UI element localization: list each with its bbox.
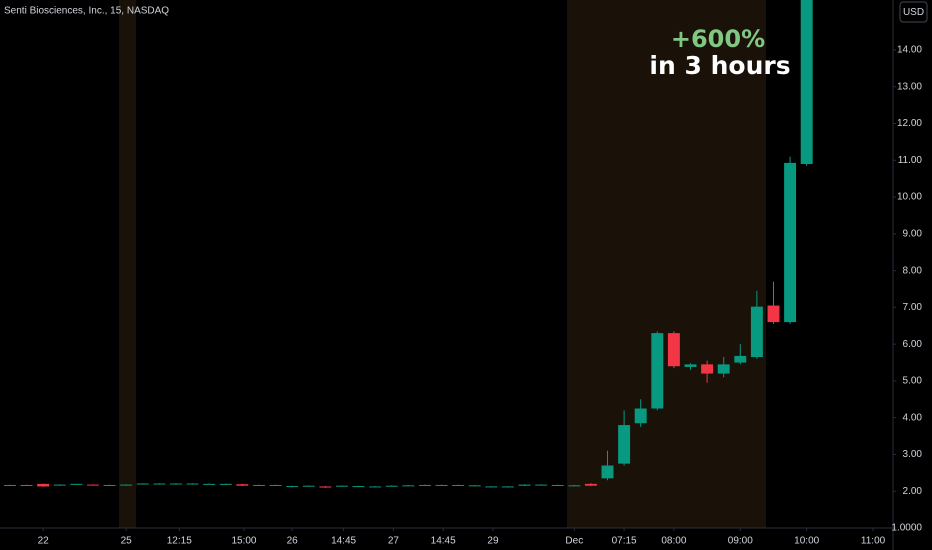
y-tick-label: 14.00: [897, 45, 922, 56]
candle-body: [584, 483, 597, 486]
x-tick-label: 26: [287, 536, 299, 547]
candle-body: [385, 485, 398, 487]
candle-body: [734, 355, 747, 363]
candle-body: [252, 484, 265, 486]
candle-body: [651, 333, 664, 409]
candle-body: [684, 364, 697, 367]
candle-body: [203, 483, 216, 485]
candle-body: [286, 486, 299, 488]
x-tick-label: 27: [388, 536, 400, 547]
candle-body: [501, 486, 514, 488]
candle-body: [551, 484, 564, 486]
candle-body: [120, 484, 133, 486]
candle-body: [3, 484, 16, 486]
candle-body: [800, 0, 813, 164]
candle-body: [485, 486, 498, 488]
candle-body: [634, 408, 647, 424]
candle-body: [319, 486, 332, 488]
candle-body: [701, 364, 714, 374]
y-tick-label: 4.00: [903, 412, 923, 423]
annotation: in 3 hours: [649, 51, 790, 80]
plot-area: [3, 0, 813, 488]
x-tick-label: 22: [38, 536, 50, 547]
candle-body: [418, 484, 431, 486]
candle-body: [153, 483, 166, 485]
candle-body: [601, 465, 614, 479]
candle-body: [269, 484, 282, 486]
y-tick-label: 9.00: [903, 228, 923, 239]
candle-body: [352, 486, 365, 488]
candle-body: [20, 484, 33, 486]
x-tick-label: 29: [487, 536, 499, 547]
candle-body: [435, 484, 448, 486]
x-tick-label: 25: [121, 536, 133, 547]
currency-label[interactable]: USD: [903, 7, 924, 18]
y-tick-label: 11.00: [898, 155, 923, 166]
candle-body: [37, 483, 50, 487]
session-band: [119, 0, 136, 528]
candle-body: [784, 162, 797, 323]
x-tick-label: 10:00: [794, 536, 819, 547]
candle-body: [369, 486, 382, 488]
candle-body: [53, 484, 66, 486]
candle-body: [70, 483, 83, 485]
candle-body: [402, 485, 415, 487]
candle-body: [468, 485, 481, 487]
session-band: [567, 0, 766, 528]
candle-body: [518, 484, 531, 486]
y-tick-label: 8.00: [903, 265, 923, 276]
y-tick-label: 6.00: [903, 339, 923, 350]
candle-body: [302, 485, 315, 487]
y-tick-label: 1.0000: [891, 523, 922, 534]
candle-body: [219, 483, 232, 485]
candle-body: [535, 484, 548, 486]
x-tick-label: 09:00: [728, 536, 753, 547]
candle-body: [169, 483, 182, 485]
candle-body: [103, 484, 116, 486]
candle-body: [452, 484, 465, 486]
x-tick-label: 11:00: [861, 536, 886, 547]
y-tick-label: 2.00: [903, 486, 923, 497]
chart-title: Senti Biosciences, Inc., 15, NASDAQ: [4, 6, 169, 17]
x-tick-label: 14:45: [331, 536, 356, 547]
candle-body: [335, 485, 348, 487]
candle-body: [86, 484, 99, 486]
candle-body: [236, 484, 249, 486]
y-tick-label: 3.00: [903, 449, 923, 460]
y-tick-label: 5.00: [903, 376, 923, 387]
currency-box[interactable]: [899, 1, 928, 23]
x-tick-label: 08:00: [661, 536, 686, 547]
annotation: +600%: [671, 25, 765, 53]
candle-body: [618, 425, 631, 464]
y-tick-label: 10.00: [897, 192, 922, 203]
candle-body: [717, 364, 730, 374]
candle-body: [186, 483, 199, 485]
candle-body: [750, 306, 763, 358]
x-tick-label: 15:00: [231, 536, 256, 547]
x-tick-label: 12:15: [167, 536, 192, 547]
y-tick-label: 7.00: [903, 302, 923, 313]
candle-body: [667, 333, 680, 367]
x-tick-label: 14:45: [431, 536, 456, 547]
x-tick-label: 07:15: [612, 536, 637, 547]
candle-body: [568, 485, 581, 487]
y-tick-label: 13.00: [897, 81, 922, 92]
candle-body: [136, 483, 149, 485]
x-tick-label: Dec: [565, 536, 583, 547]
candle-body: [767, 305, 780, 323]
y-tick-label: 12.00: [897, 118, 922, 129]
